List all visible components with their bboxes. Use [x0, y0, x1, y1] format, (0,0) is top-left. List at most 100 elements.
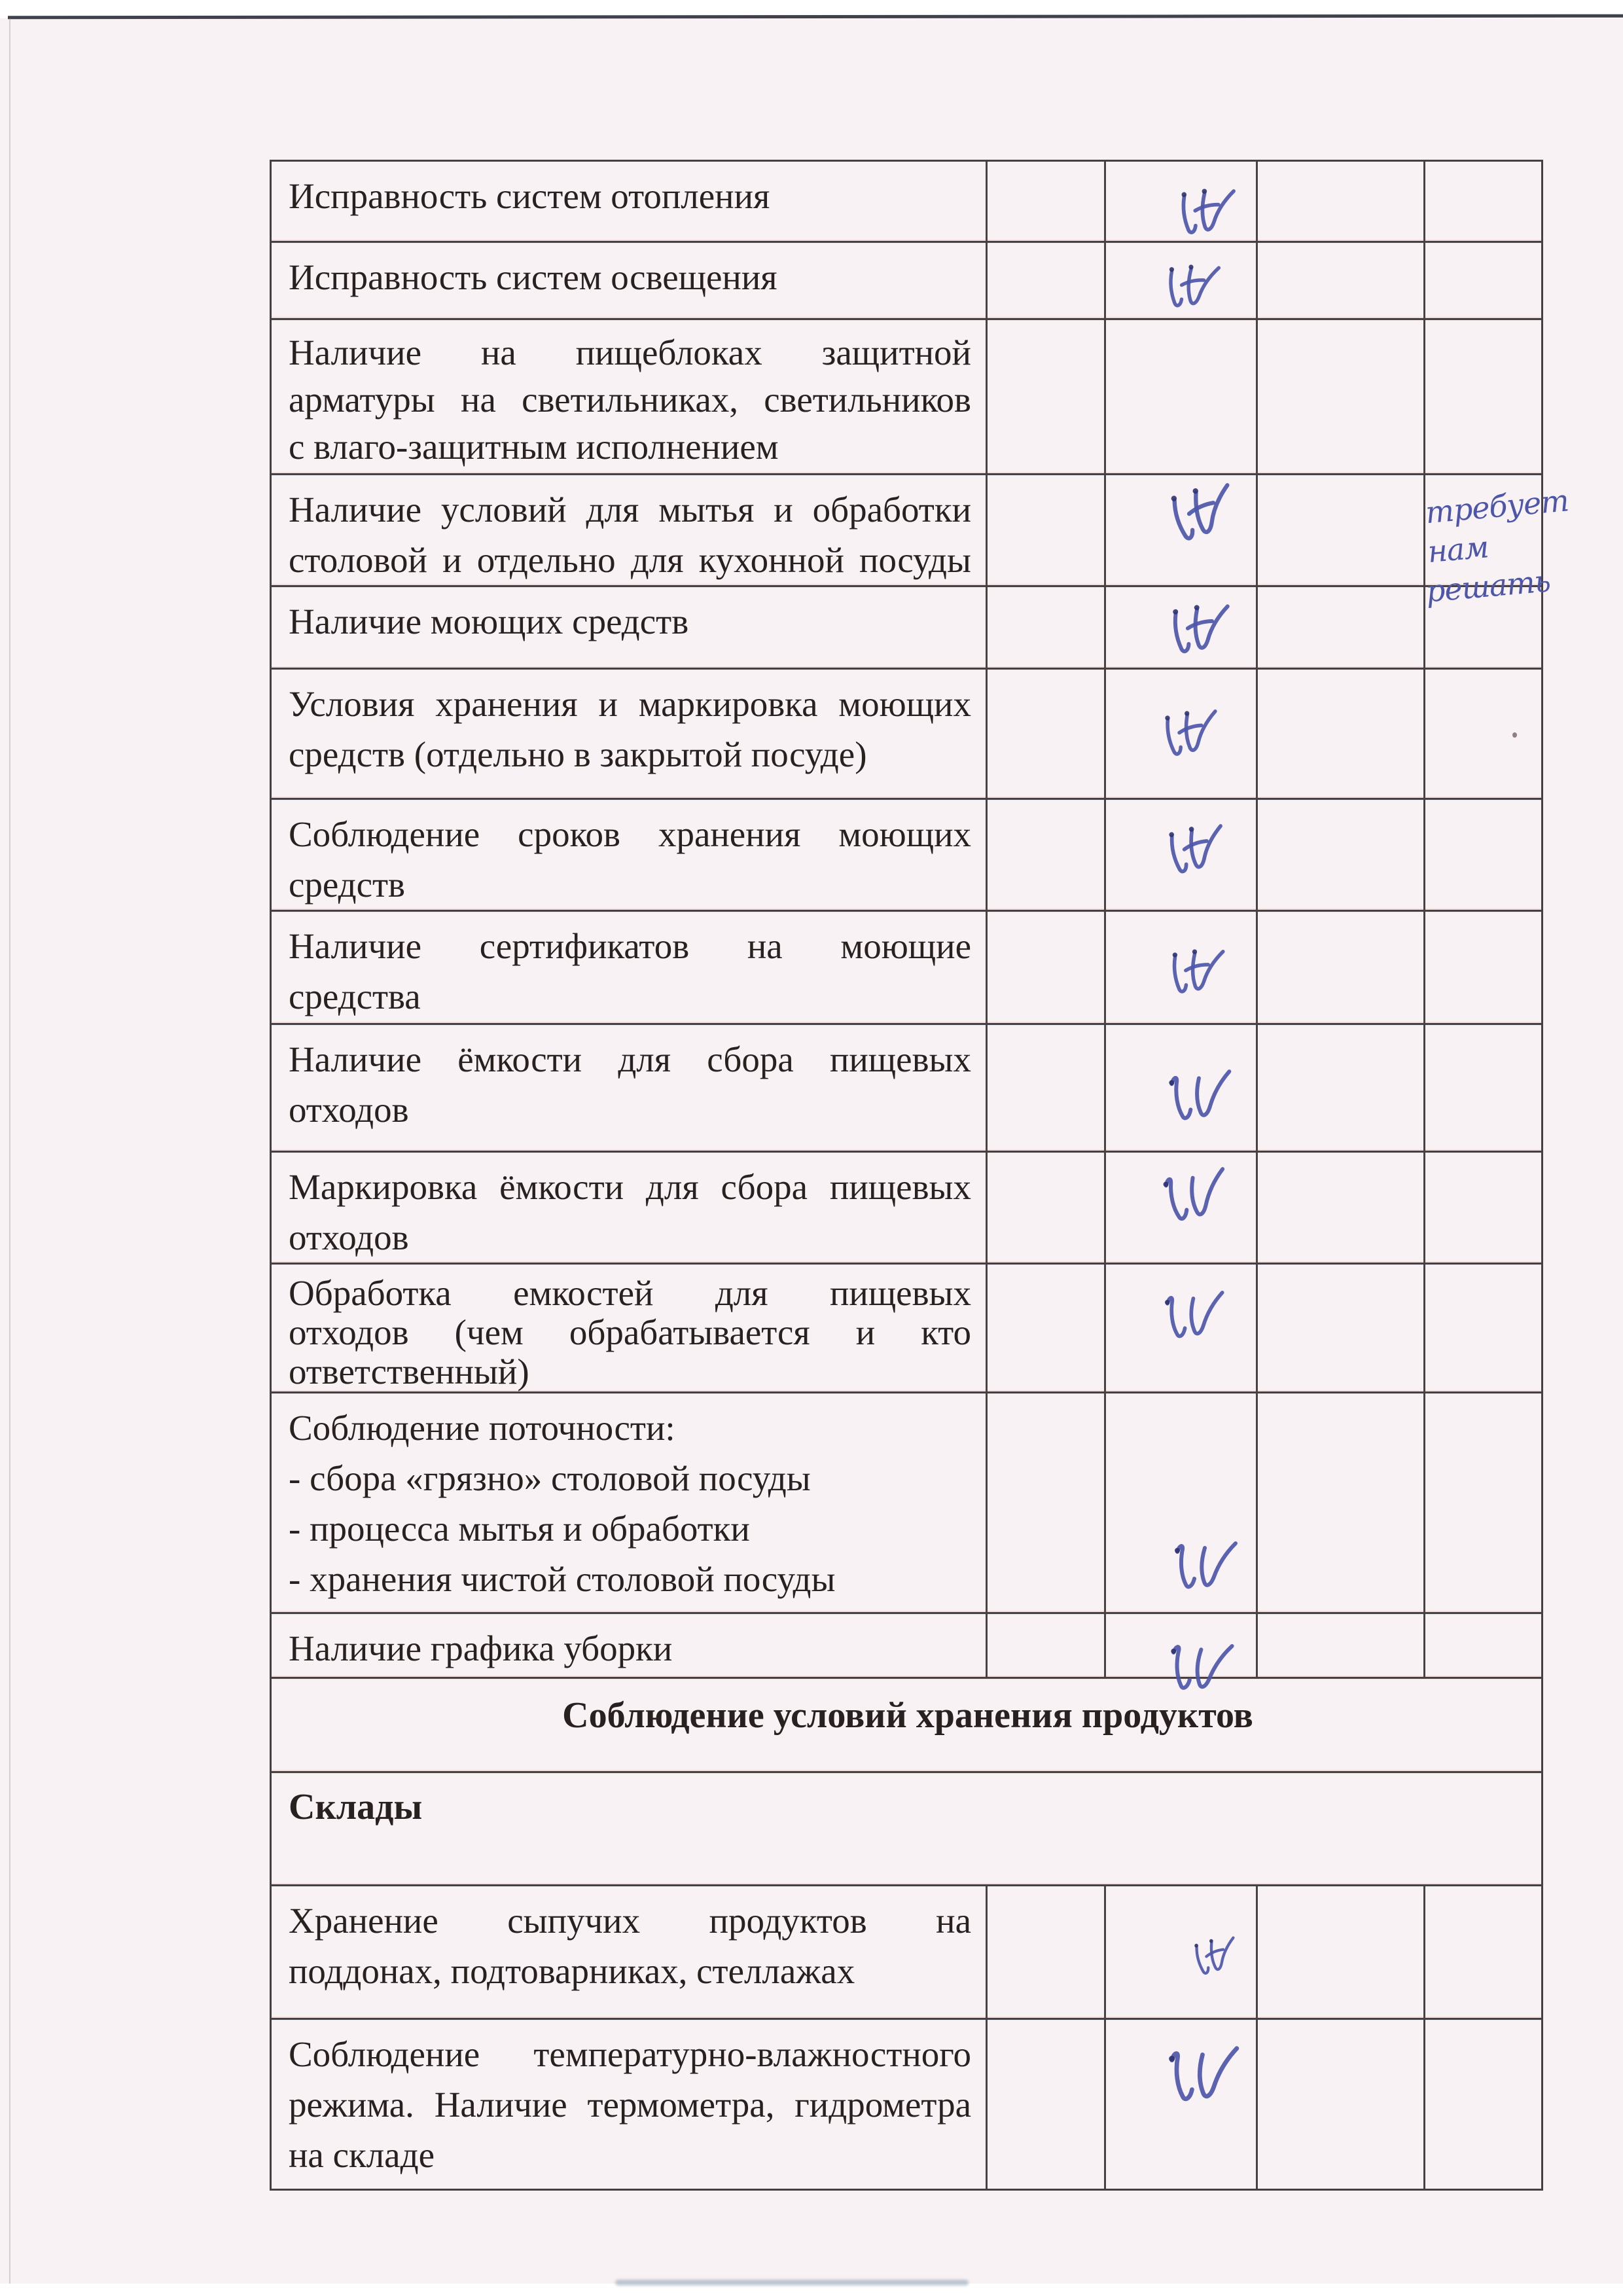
grade-cell-2 — [1104, 2020, 1256, 2189]
item-text-line: ответственный) — [289, 1352, 529, 1391]
grade-cell-3 — [1256, 1393, 1423, 1612]
grade-cell-4 — [1423, 2020, 1541, 2189]
grade-cell-4 — [1423, 243, 1541, 318]
table-row: Наличие ёмкости для сбора пищевых отходов — [272, 1023, 1541, 1151]
grade-cell-2 — [1104, 320, 1256, 473]
grade-cell-1 — [986, 2020, 1104, 2189]
grade-cell-2 — [1104, 912, 1256, 1023]
grade-cell-2 — [1104, 475, 1256, 585]
grade-cell-4 — [1423, 912, 1541, 1023]
grade-cell-4 — [1423, 1265, 1541, 1391]
item-text-line: - сбора «грязно» столовой посуды — [289, 1458, 811, 1498]
item-text-cell: Наличие сертификатов на моющие средства — [272, 912, 986, 1023]
item-text-line: столовой и отдельно для кухонной посуды — [289, 540, 971, 580]
table-row: Исправность систем освещения — [272, 241, 1541, 318]
item-text-line: Соблюдение температурно-влажностного — [289, 2034, 971, 2074]
table-row: Соблюдение температурно-влажностного режи… — [272, 2018, 1541, 2189]
grade-cell-3 — [1256, 162, 1423, 241]
item-text-line: отходов (чем обрабатывается и кто — [289, 1312, 971, 1352]
grade-cell-3 — [1256, 670, 1423, 798]
grade-cell-4 — [1423, 320, 1541, 473]
scan-bottom-smudge — [615, 2280, 969, 2286]
item-text-line: Наличие ёмкости для сбора пищевых — [289, 1039, 971, 1079]
item-text-line: Наличие графика уборки — [289, 1628, 673, 1668]
item-text-line: Исправность систем освещения — [289, 257, 777, 297]
grade-cell-1 — [986, 1614, 1104, 1677]
grade-cell-2 — [1104, 800, 1256, 910]
grade-cell-2 — [1104, 1025, 1256, 1151]
grade-cell-3 — [1256, 2020, 1423, 2189]
item-text-cell: Обработка емкостей для пищевых отходов (ч… — [272, 1265, 986, 1391]
item-text-cell: Наличие графика уборки — [272, 1614, 986, 1677]
item-text-line: с влаго-защитным исполнением — [289, 427, 779, 467]
table-row: Наличие сертификатов на моющие средства — [272, 910, 1541, 1023]
item-text-line: Соблюдение поточности: — [289, 1408, 675, 1448]
grade-cell-2 — [1104, 670, 1256, 798]
grade-cell-4 — [1423, 162, 1541, 241]
grade-cell-3 — [1256, 800, 1423, 910]
scan-left-edge — [9, 18, 10, 2284]
grade-cell-4 — [1423, 800, 1541, 910]
grade-cell-1 — [986, 912, 1104, 1023]
grade-cell-4 — [1423, 670, 1541, 798]
grade-cell-3 — [1256, 1265, 1423, 1391]
grade-cell-4 — [1423, 1393, 1541, 1612]
grade-cell-4 — [1423, 1886, 1541, 2018]
grade-cell-3 — [1256, 587, 1423, 668]
item-text-line: средства — [289, 977, 421, 1016]
grade-cell-2 — [1104, 587, 1256, 668]
table-row: Соблюдение сроков хранения моющих средств — [272, 798, 1541, 910]
item-text-line: Наличие условий для мытья и обработки — [289, 490, 971, 529]
grade-cell-1 — [986, 243, 1104, 318]
table-row: Исправность систем отопления — [272, 162, 1541, 241]
subsection-row: Склады — [272, 1771, 1541, 1884]
grade-cell-1 — [986, 800, 1104, 910]
handwritten-note: требует нам решать — [1424, 476, 1623, 610]
item-text-line: средств (отдельно в закрытой посуде) — [289, 734, 867, 774]
grade-cell-2 — [1104, 243, 1256, 318]
grade-cell-4 — [1423, 587, 1541, 668]
grade-cell-4 — [1423, 1025, 1541, 1151]
grade-cell-1 — [986, 587, 1104, 668]
item-text-line: Наличие моющих средств — [289, 601, 689, 641]
item-text-line: Условия хранения и маркировка моющих — [289, 684, 971, 724]
table-row: Наличие графика уборки — [272, 1612, 1541, 1690]
grade-cell-1 — [986, 475, 1104, 585]
item-text-line: режима. Наличие термометра, гидрометра — [289, 2085, 971, 2125]
section-header-row: Соблюдение условий хранения продуктов — [272, 1677, 1541, 1771]
item-text-cell: Маркировка ёмкости для сбора пищевых отхо… — [272, 1153, 986, 1263]
table-row: Условия хранения и маркировка моющих сред… — [272, 668, 1541, 798]
table-row: Наличие условий для мытья и обработки сто… — [272, 473, 1541, 585]
grade-cell-4 — [1423, 1614, 1541, 1677]
grade-cell-3 — [1256, 243, 1423, 318]
item-text-cell: Наличие условий для мытья и обработки сто… — [272, 475, 986, 585]
table-row: Обработка емкостей для пищевых отходов (ч… — [272, 1263, 1541, 1391]
grade-cell-2 — [1104, 1886, 1256, 2018]
grade-cell-3 — [1256, 1614, 1423, 1677]
item-text-cell: Наличие ёмкости для сбора пищевых отходов — [272, 1025, 986, 1151]
item-text-line: Обработка емкостей для пищевых — [289, 1273, 971, 1313]
item-text-cell: Соблюдение сроков хранения моющих средств — [272, 800, 986, 910]
grade-cell-3 — [1256, 1025, 1423, 1151]
grade-cell-3 — [1256, 912, 1423, 1023]
grade-cell-3 — [1256, 475, 1423, 585]
grade-cell-4 — [1423, 475, 1541, 585]
grade-cell-2 — [1104, 1265, 1256, 1391]
grade-cell-3 — [1256, 1886, 1423, 2018]
item-text-cell: Исправность систем отопления — [272, 162, 986, 241]
item-text-cell: Соблюдение температурно-влажностного режи… — [272, 2020, 986, 2189]
item-text-cell: Условия хранения и маркировка моющих сред… — [272, 670, 986, 798]
item-text-cell: Наличие на пищеблоках защитной арматуры н… — [272, 320, 986, 473]
item-text-line: на складе — [289, 2135, 435, 2175]
item-text-cell: Хранение сыпучих продуктов на поддонах, п… — [272, 1886, 986, 2018]
item-text-line: поддонах, подтоварниках, стеллажах — [289, 1951, 855, 1991]
grade-cell-2 — [1104, 1614, 1256, 1677]
item-text-cell: Исправность систем освещения — [272, 243, 986, 318]
item-text-line: Соблюдение сроков хранения моющих — [289, 814, 971, 854]
grade-cell-1 — [986, 670, 1104, 798]
grade-cell-2 — [1104, 162, 1256, 241]
grade-cell-1 — [986, 1153, 1104, 1263]
grade-cell-1 — [986, 1886, 1104, 2018]
grade-cell-2 — [1104, 1393, 1256, 1612]
